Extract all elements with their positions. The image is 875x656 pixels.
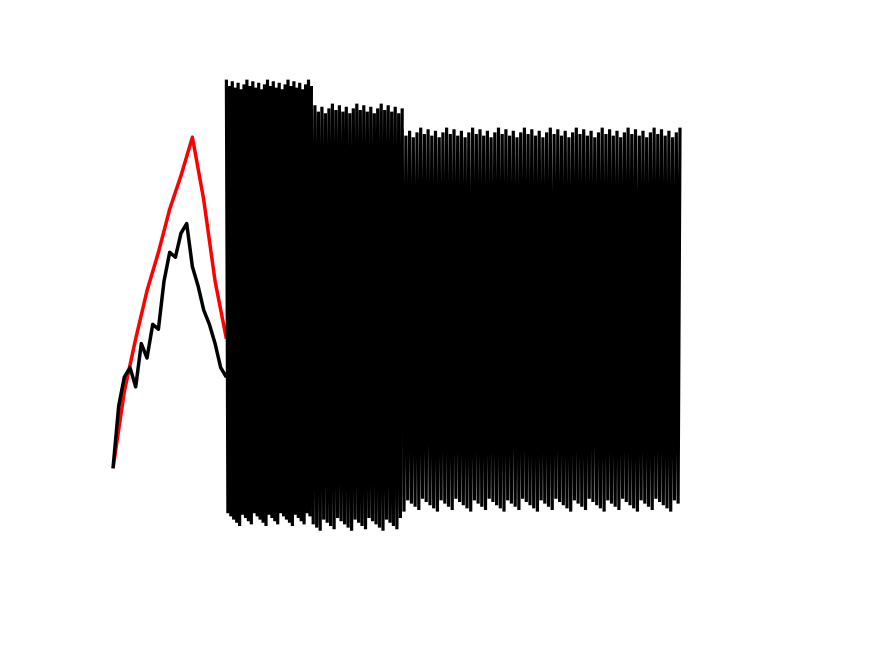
- plot-area: [111, 79, 682, 531]
- series-1-line: [111, 221, 228, 469]
- series-2-oscillation-segment-2: [400, 127, 682, 512]
- series-0-line: [111, 135, 229, 469]
- series-2-oscillation-segment-0: [224, 79, 313, 527]
- series-2-oscillation-segment-1: [309, 103, 404, 531]
